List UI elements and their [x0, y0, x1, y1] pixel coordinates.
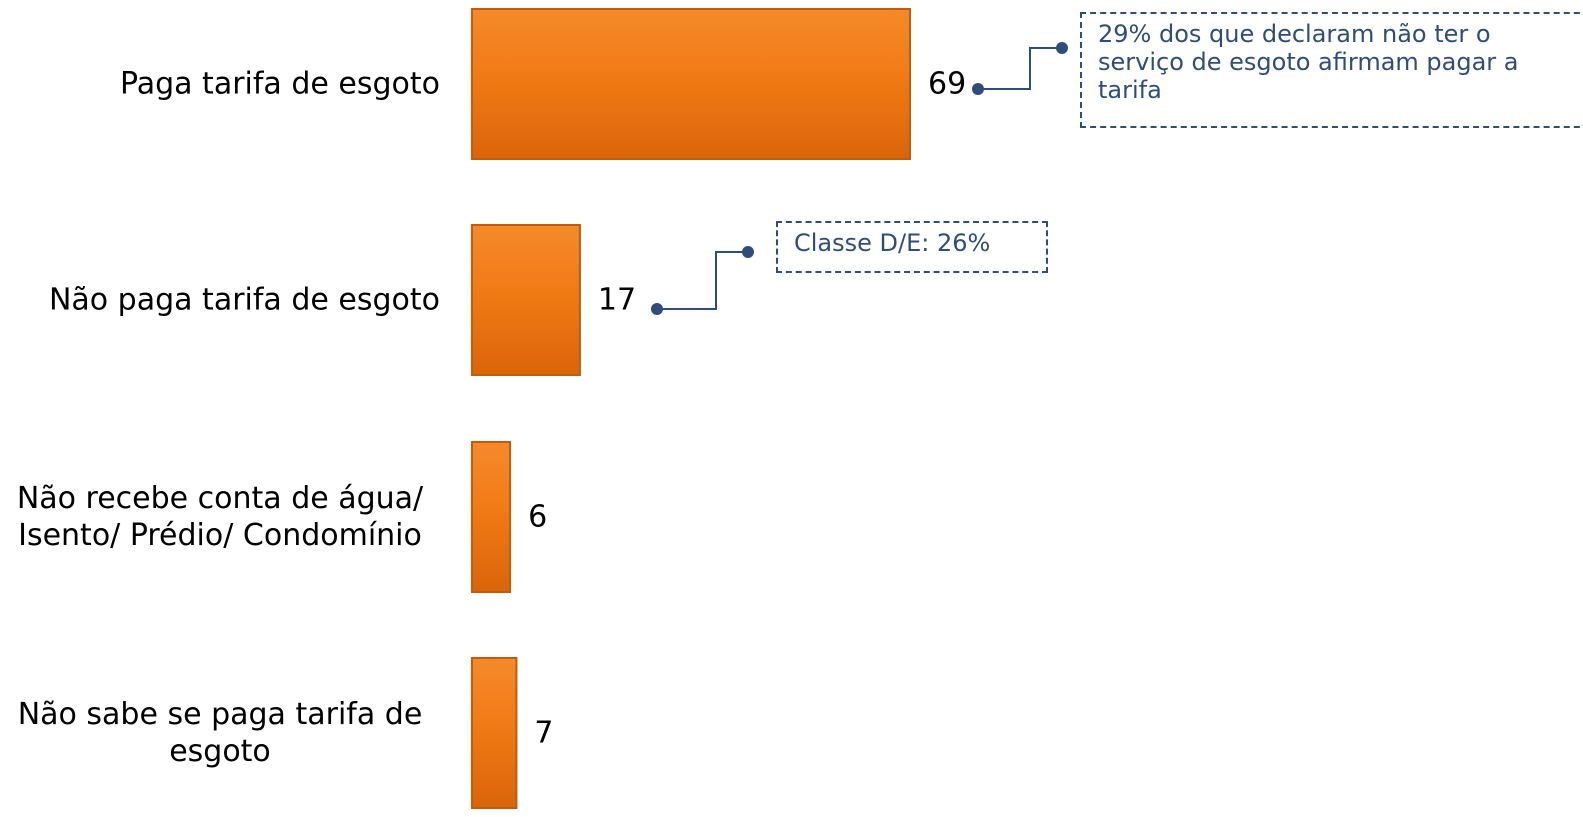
callout-dot: [972, 83, 984, 95]
annotation: 29% dos que declaram não ter o serviço d…: [1080, 12, 1583, 128]
callout-dot: [742, 246, 754, 258]
value-label: 17: [597, 282, 637, 318]
category-label: Não sabe se paga tarifa de esgoto: [17, 697, 423, 769]
bar: [471, 8, 911, 160]
value-label: 69: [928, 66, 967, 102]
callout-dot: [1056, 42, 1068, 54]
value-label: 7: [534, 715, 554, 751]
value-label: 6: [528, 499, 548, 535]
category-label: Não paga tarifa de esgoto: [48, 282, 440, 318]
callout-connector: [657, 251, 748, 310]
bar: [471, 224, 581, 376]
category-label: Paga tarifa de esgoto: [119, 66, 440, 102]
callout-dot: [651, 303, 663, 315]
annotation: Classe D/E: 26%: [776, 221, 1048, 273]
category-label: Não recebe conta de água/ Isento/ Prédio…: [16, 481, 424, 553]
bar: [471, 441, 512, 593]
bar: [471, 657, 518, 809]
callout-connector: [978, 47, 1062, 90]
